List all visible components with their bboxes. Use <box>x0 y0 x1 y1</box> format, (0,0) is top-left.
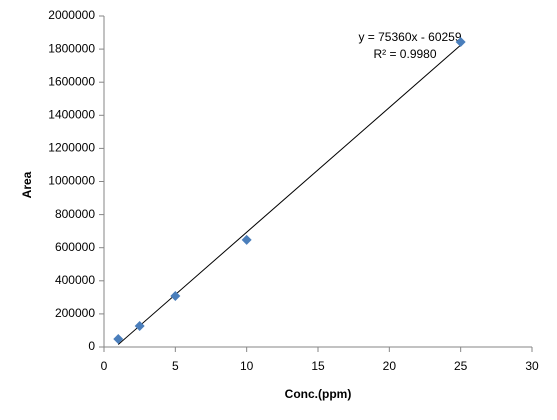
y-tick-label: 400000 <box>55 273 95 287</box>
y-axis-title: Area <box>20 171 34 198</box>
x-axis-title: Conc.(ppm) <box>285 387 352 401</box>
y-tick-label: 600000 <box>55 240 95 254</box>
trendline <box>117 44 461 345</box>
x-tick-label: 25 <box>454 359 468 373</box>
x-tick-label: 20 <box>383 359 397 373</box>
trendline-equation: y = 75360x - 60259 <box>358 30 461 44</box>
x-tick-label: 10 <box>240 359 254 373</box>
x-tick-label: 5 <box>172 359 179 373</box>
y-tick-label: 1800000 <box>48 41 95 55</box>
x-tick-label: 30 <box>525 359 539 373</box>
y-tick-label: 2000000 <box>48 8 95 22</box>
trendline-r2: R² = 0.9980 <box>373 47 436 61</box>
data-point <box>455 36 466 47</box>
data-point <box>113 334 124 345</box>
y-tick-label: 200000 <box>55 306 95 320</box>
y-tick-label: 0 <box>88 339 95 353</box>
y-tick-label: 1200000 <box>48 141 95 155</box>
data-point <box>170 291 181 302</box>
y-tick-label: 1000000 <box>48 174 95 188</box>
data-point <box>241 234 252 245</box>
x-tick-label: 0 <box>101 359 108 373</box>
y-tick-label: 800000 <box>55 207 95 221</box>
x-tick-label: 15 <box>311 359 325 373</box>
y-tick-label: 1400000 <box>48 107 95 121</box>
y-tick-label: 1600000 <box>48 74 95 88</box>
data-point <box>134 320 145 331</box>
